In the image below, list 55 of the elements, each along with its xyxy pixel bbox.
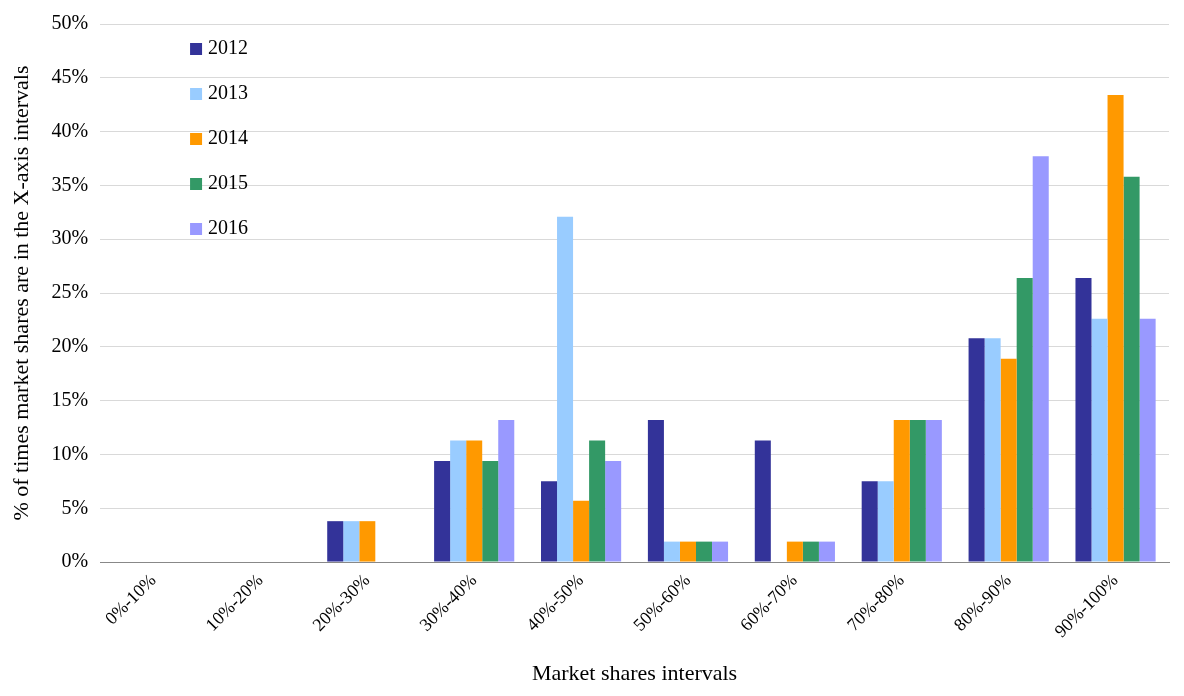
bar <box>754 440 771 562</box>
bar <box>1139 318 1156 562</box>
bar <box>1123 176 1140 562</box>
bar <box>343 521 360 562</box>
bar <box>679 541 696 562</box>
bar <box>466 440 483 562</box>
bar <box>434 460 451 562</box>
bar <box>1000 358 1017 562</box>
bar <box>589 440 606 562</box>
bar <box>605 460 622 562</box>
y-tick-label: 25% <box>51 280 89 303</box>
y-tick-label: 0% <box>61 549 89 572</box>
y-axis-title: % of times market shares are in the X-axis intervals <box>7 65 33 521</box>
legend-label: 2012 <box>208 36 249 59</box>
bar <box>909 420 926 562</box>
bar <box>498 420 515 562</box>
bar <box>359 521 376 562</box>
bar <box>1075 277 1092 562</box>
y-tick-label: 35% <box>51 172 89 195</box>
bar <box>1107 95 1124 562</box>
bar <box>925 420 942 562</box>
bar <box>573 500 590 562</box>
legend-label: 2015 <box>208 171 249 194</box>
y-tick-label: 50% <box>51 11 89 34</box>
legend-label: 2014 <box>208 126 249 149</box>
bar <box>712 541 729 562</box>
legend-label: 2013 <box>208 81 249 104</box>
bar <box>541 481 558 562</box>
bar <box>482 460 499 562</box>
y-tick-label: 40% <box>51 118 89 141</box>
legend-label: 2016 <box>208 216 249 239</box>
y-tick-label: 30% <box>51 226 89 249</box>
y-tick-label: 10% <box>51 441 89 464</box>
y-tick-label: 15% <box>51 387 89 410</box>
bar <box>861 481 878 562</box>
y-tick-label: 45% <box>51 65 89 88</box>
bar <box>695 541 713 562</box>
bar <box>663 541 680 562</box>
bar <box>786 541 803 562</box>
bar <box>877 481 894 562</box>
bar <box>450 440 467 562</box>
bar <box>327 521 344 562</box>
bar <box>1016 277 1033 562</box>
bar <box>1091 318 1108 562</box>
bar <box>818 541 835 562</box>
y-tick-label: 20% <box>51 334 89 357</box>
bar <box>647 420 664 562</box>
bar <box>802 541 819 562</box>
bar <box>893 420 910 562</box>
bar <box>968 338 985 562</box>
bar <box>984 338 1001 562</box>
y-tick-label: 5% <box>61 495 89 518</box>
x-axis-title: Market shares intervals <box>531 659 738 685</box>
bar <box>1032 156 1049 562</box>
bar <box>557 216 574 562</box>
